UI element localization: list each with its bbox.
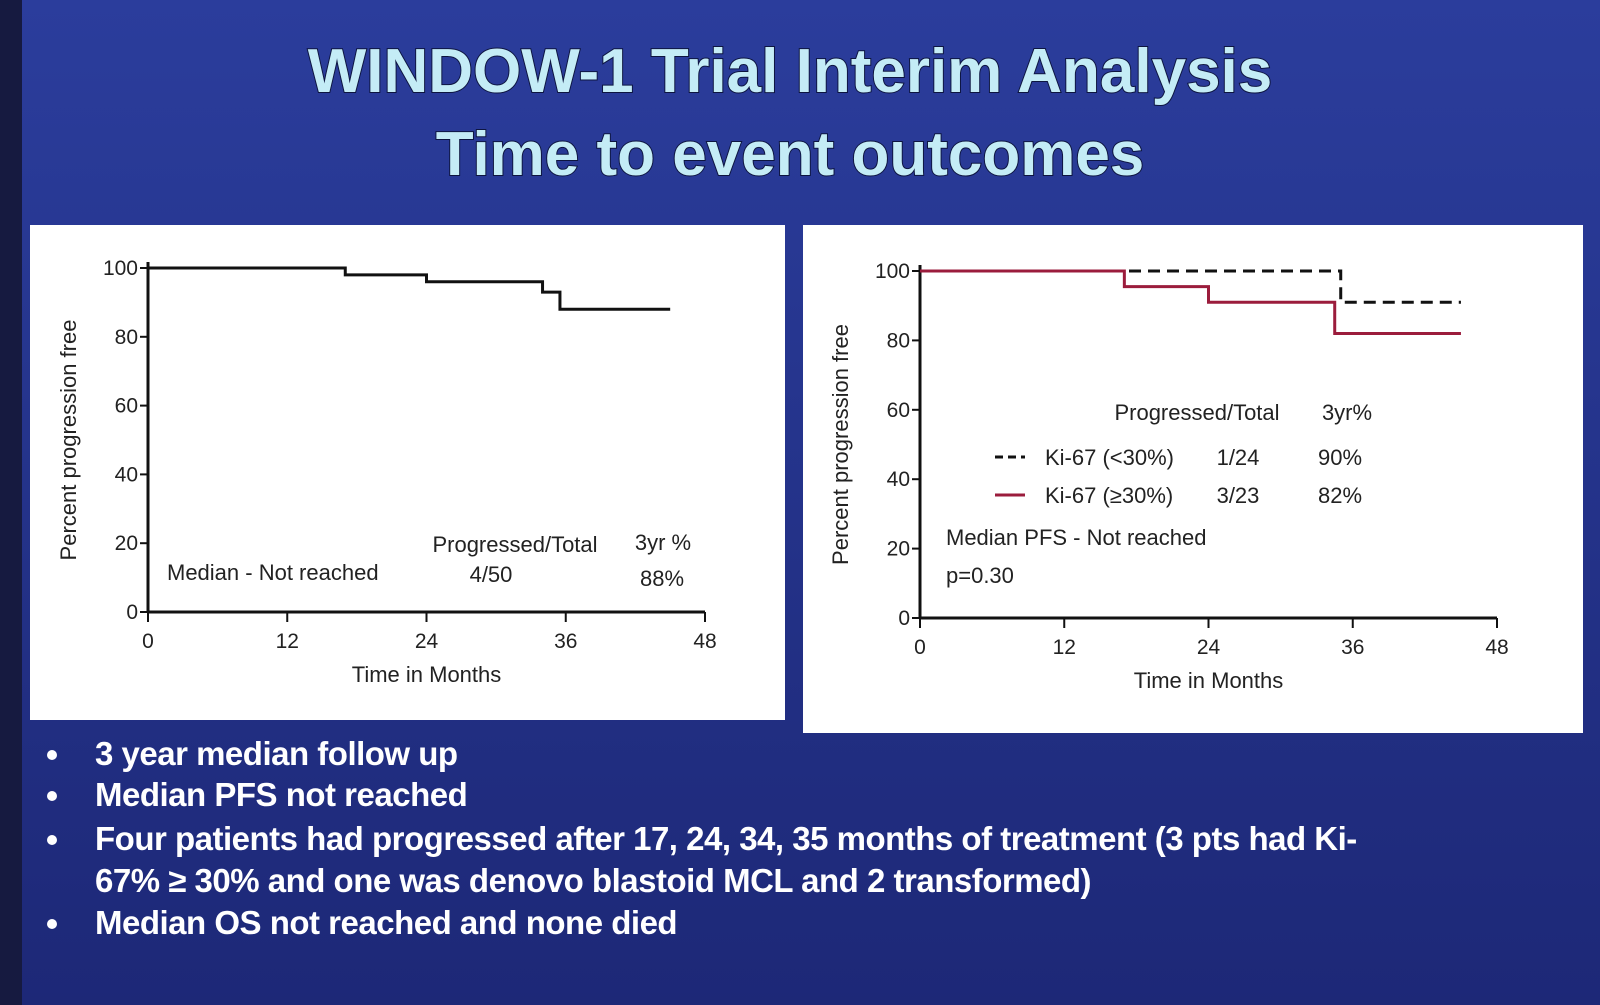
legend-name: Ki-67 (≥30%) bbox=[1045, 483, 1173, 508]
x-tick-label: 48 bbox=[1485, 636, 1508, 659]
legend-3yr: 90% bbox=[1318, 445, 1362, 470]
x-tick-label: 24 bbox=[415, 630, 439, 653]
annotation: 88% bbox=[640, 566, 684, 591]
annotation: Progressed/Total bbox=[432, 532, 597, 557]
x-tick-label: 0 bbox=[142, 630, 154, 653]
x-tick-label: 12 bbox=[1053, 636, 1076, 659]
bullet-text: 3 year median follow up bbox=[95, 735, 458, 772]
legend-progressed: 1/24 bbox=[1217, 445, 1260, 470]
x-axis-label: Time in Months bbox=[352, 662, 502, 687]
km-curve bbox=[920, 269, 1461, 335]
panel bbox=[803, 225, 1583, 733]
bullet-text: Median PFS not reached bbox=[95, 776, 467, 813]
bullet-dot bbox=[47, 791, 57, 801]
slide-title: WINDOW-1 Trial Interim Analysis bbox=[308, 37, 1273, 106]
left-edge bbox=[0, 0, 22, 1005]
x-tick-label: 12 bbox=[276, 630, 299, 653]
y-tick-label: 40 bbox=[887, 468, 910, 491]
bullet-text: 67% ≥ 30% and one was denovo blastoid MC… bbox=[95, 862, 1091, 899]
km-curve bbox=[148, 266, 671, 311]
x-tick-label: 48 bbox=[693, 630, 716, 653]
y-tick-label: 60 bbox=[115, 395, 138, 418]
km-curve bbox=[920, 269, 1461, 304]
y-tick-label: 100 bbox=[875, 260, 910, 283]
bullet-dot bbox=[47, 835, 57, 845]
legend-name: Ki-67 (<30%) bbox=[1045, 445, 1174, 470]
y-tick-label: 100 bbox=[103, 257, 138, 280]
annotation: 4/50 bbox=[470, 562, 513, 587]
y-axis-label: Percent progression free bbox=[828, 324, 853, 565]
panel bbox=[30, 225, 785, 720]
y-tick-label: 20 bbox=[887, 538, 910, 561]
bullet-text: Median OS not reached and none died bbox=[95, 904, 677, 941]
y-tick-label: 0 bbox=[898, 607, 910, 630]
x-axis-label: Time in Months bbox=[1134, 668, 1284, 693]
x-tick-label: 24 bbox=[1197, 636, 1221, 659]
slide-subtitle: Time to event outcomes bbox=[436, 120, 1145, 189]
y-tick-label: 20 bbox=[115, 532, 138, 555]
annotation: 3yr % bbox=[635, 530, 691, 555]
y-tick-label: 80 bbox=[115, 326, 138, 349]
legend-progressed: 3/23 bbox=[1217, 483, 1260, 508]
annotation: Median - Not reached bbox=[167, 560, 379, 585]
legend-header: 3yr% bbox=[1322, 400, 1372, 425]
y-tick-label: 60 bbox=[887, 399, 910, 422]
x-tick-label: 36 bbox=[1341, 636, 1364, 659]
y-tick-label: 0 bbox=[126, 601, 138, 624]
bullet-text: Four patients had progressed after 17, 2… bbox=[95, 820, 1357, 857]
legend-3yr: 82% bbox=[1318, 483, 1362, 508]
legend-header: Progressed/Total bbox=[1114, 400, 1279, 425]
y-tick-label: 80 bbox=[887, 329, 910, 352]
y-tick-label: 40 bbox=[115, 463, 138, 486]
bullet-dot bbox=[47, 750, 57, 760]
annotation: p=0.30 bbox=[946, 563, 1014, 588]
x-tick-label: 36 bbox=[554, 630, 577, 653]
annotation: Median PFS - Not reached bbox=[946, 525, 1206, 550]
x-tick-label: 0 bbox=[914, 636, 926, 659]
y-axis-label: Percent progression free bbox=[56, 320, 81, 561]
bullet-dot bbox=[47, 919, 57, 929]
